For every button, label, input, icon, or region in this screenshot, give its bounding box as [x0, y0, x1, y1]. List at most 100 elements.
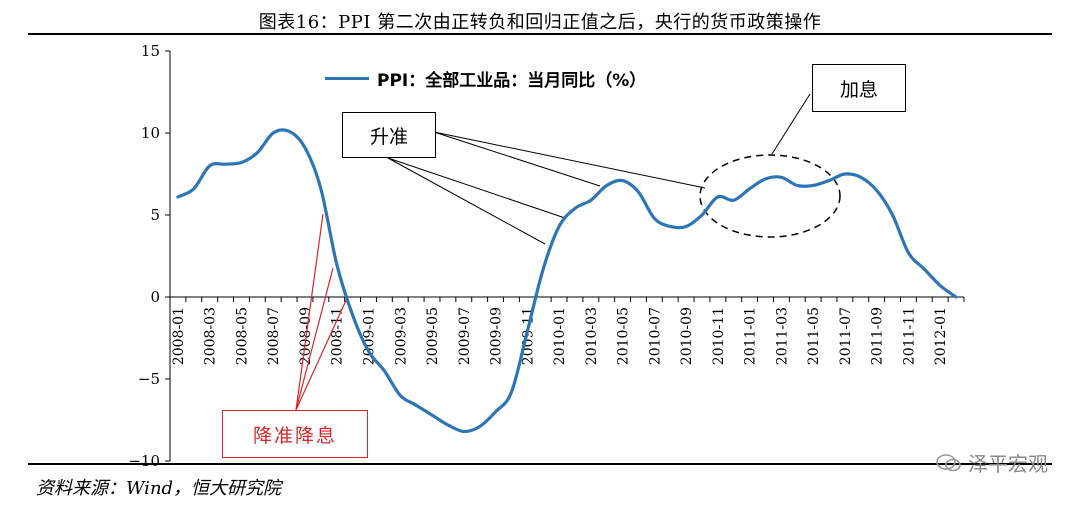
x-tick-label: 2008-11 — [330, 307, 346, 365]
ppi-data-point — [574, 207, 576, 210]
ppi-data-point — [447, 424, 449, 426]
x-tick-label: 2009-07 — [457, 307, 473, 365]
ppi-data-point — [923, 268, 926, 270]
ppi-data-point — [494, 411, 497, 413]
x-tick-label: 2011-07 — [838, 307, 854, 365]
x-tick-label: 2011-03 — [774, 307, 790, 365]
annotation-callouts — [295, 93, 841, 411]
y-tick-label: −10 — [128, 452, 160, 470]
easing-callout-line — [295, 267, 334, 411]
ppi-data-point — [875, 189, 878, 192]
ppi-data-point — [478, 425, 481, 428]
x-tick-label: 2010-09 — [679, 307, 695, 365]
x-tick-label: 2010-01 — [552, 307, 568, 365]
source-note: 资料来源：Wind，恒大研究院 — [36, 478, 282, 499]
easing-callout-line — [295, 295, 349, 411]
ppi-data-point — [605, 184, 608, 187]
x-tick-label: 2012-01 — [933, 307, 949, 365]
x-tick-label: 2009-09 — [489, 307, 505, 365]
ppi-data-point — [320, 187, 322, 190]
x-tick-label: 2011-05 — [806, 307, 822, 365]
ppi-data-point — [383, 370, 386, 372]
ppi-data-point — [272, 132, 275, 134]
ppi-data-point — [812, 184, 814, 187]
ppi-data-point — [462, 430, 465, 433]
x-tick-label: 2011-01 — [743, 307, 759, 365]
x-tick-label: 2011-09 — [870, 307, 886, 365]
annotation-easing-box: 降准降息 — [222, 410, 368, 458]
ppi-data-point — [669, 225, 672, 228]
x-tick-label: 2009-05 — [425, 307, 441, 365]
x-tick-label: 2010-07 — [647, 307, 663, 365]
callout-line — [433, 131, 706, 189]
ppi-data-point — [415, 404, 417, 407]
ppi-data-point — [367, 350, 370, 352]
ppi-data-point — [193, 187, 195, 190]
callout-line — [387, 157, 566, 219]
ppi-data-point — [780, 176, 783, 179]
x-tick-label: 2008-07 — [266, 307, 282, 365]
x-tick-label: 2009-11 — [520, 307, 536, 365]
ppi-series-line — [176, 128, 958, 434]
top-rule — [28, 33, 1052, 35]
callout-line — [771, 93, 811, 155]
legend-swatch — [325, 77, 369, 80]
ppi-data-point — [177, 196, 179, 198]
ppi-data-point — [208, 165, 211, 167]
ppi-data-point — [351, 314, 354, 316]
ppi-data-point — [590, 199, 592, 202]
ppi-data-point — [907, 251, 910, 254]
rate-hike-circle — [699, 154, 841, 238]
y-tick-label: −5 — [138, 370, 160, 388]
y-tick-label: 15 — [141, 42, 160, 60]
callout-line — [433, 131, 601, 187]
ppi-data-point — [939, 284, 941, 287]
annotation-rate-hike-box: 加息 — [812, 64, 906, 112]
ppi-data-point — [431, 414, 433, 416]
ppi-data-point — [955, 296, 957, 298]
annotation-raise-reserve-box: 升准 — [342, 112, 436, 158]
ppi-data-point — [335, 263, 338, 266]
ppi-data-point — [764, 178, 767, 180]
watermark-text: 泽平宏观 — [968, 452, 1048, 476]
ppi-data-point — [717, 196, 719, 198]
ppi-data-point — [621, 179, 624, 182]
ppi-data-point — [796, 184, 799, 187]
x-tick-label: 2008-05 — [234, 307, 250, 365]
y-tick-label: 10 — [141, 124, 160, 142]
ppi-data-point — [399, 394, 402, 397]
ppi-data-point — [748, 187, 751, 190]
legend-label: PPI：全部工业品：当月同比（%） — [377, 71, 647, 91]
ppi-data-point — [844, 173, 846, 175]
ppi-data-point — [653, 217, 656, 220]
ppi-data-point — [732, 199, 735, 202]
callout-line — [387, 157, 546, 245]
y-tick-label: 0 — [150, 288, 160, 306]
series-layer — [176, 128, 958, 434]
ppi-data-point — [637, 191, 640, 193]
ppi-data-point — [288, 130, 290, 133]
watermark: 泽平宏观 — [936, 448, 1048, 477]
ppi-data-point — [542, 268, 544, 270]
x-tick-label: 2009-01 — [362, 307, 378, 365]
ppi-data-point — [256, 151, 259, 154]
easing-callout-line — [295, 213, 324, 411]
chart-legend: PPI：全部工业品：当月同比（%） — [325, 66, 646, 91]
ppi-data-point — [828, 179, 830, 182]
y-tick-label: 5 — [150, 206, 160, 224]
figure-title: 图表16：PPI 第二次由正转负和回归正值之后，央行的货币政策操作 — [258, 12, 822, 33]
ppi-data-point — [304, 146, 306, 149]
ppi-data-point — [526, 330, 529, 333]
ppi-data-point — [558, 225, 560, 228]
x-tick-label: 2011-11 — [901, 307, 917, 365]
x-tick-label: 2009-03 — [393, 307, 409, 365]
x-tick-label: 2010-03 — [584, 307, 600, 365]
chart-axes: −10 −5 0 5 10 15 2008-01 2008-03 2008-05 2008-07 2… — [128, 42, 965, 470]
x-tick-label: 2010-11 — [711, 307, 727, 365]
ppi-data-point — [240, 161, 243, 164]
wechat-icon — [936, 453, 961, 471]
ppi-data-point — [224, 163, 227, 165]
ppi-data-point — [685, 225, 687, 228]
x-tick-label: 2008-03 — [203, 307, 219, 365]
